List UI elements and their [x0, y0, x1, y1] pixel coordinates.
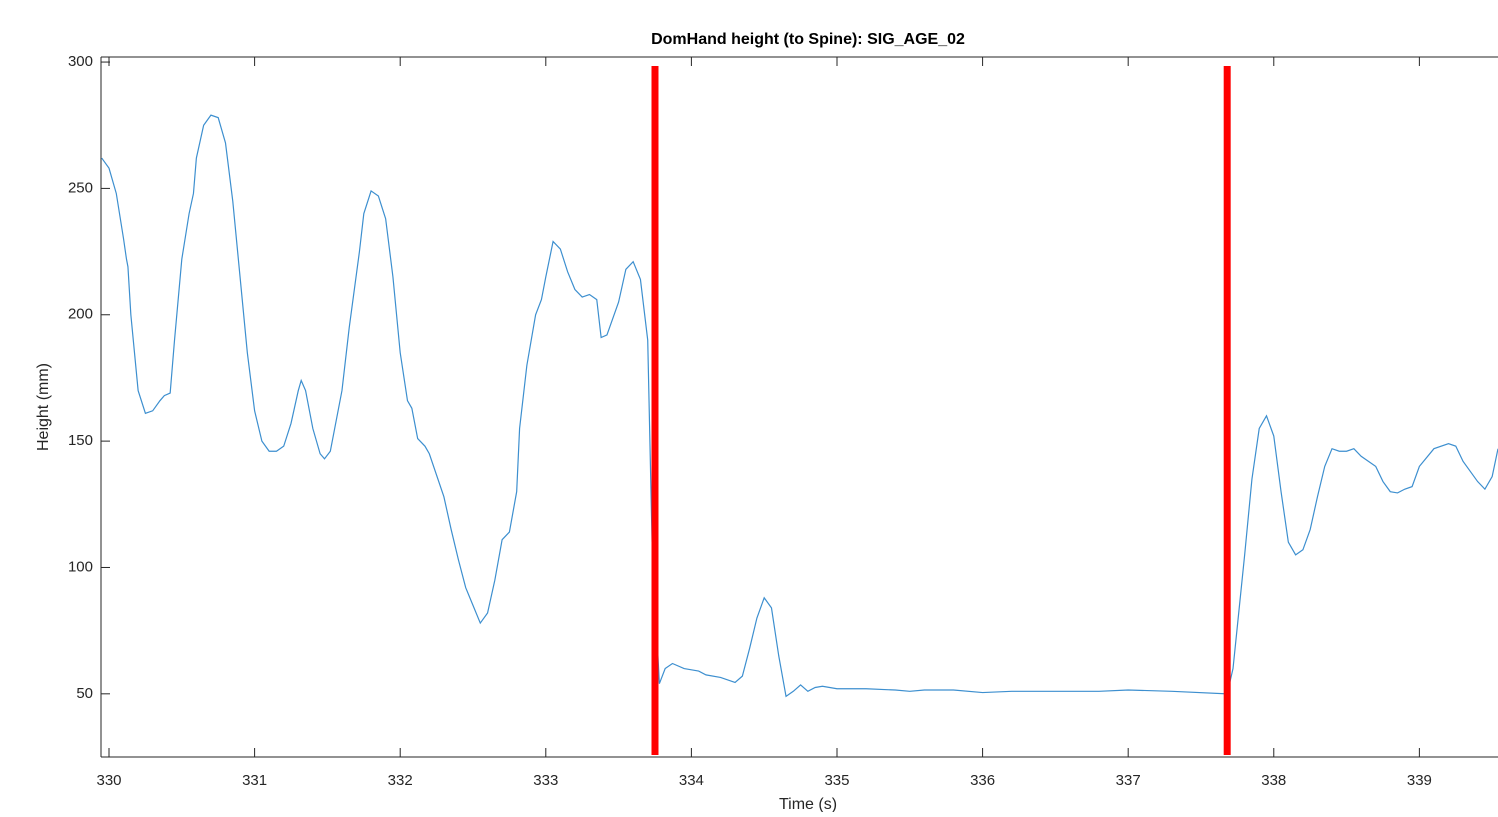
y-tick-label: 250: [68, 179, 93, 196]
x-tick-label: 339: [1407, 772, 1432, 789]
y-axis-label: Height (mm): [35, 363, 52, 451]
x-tick-label: 338: [1261, 772, 1286, 789]
x-tick-label: 331: [242, 772, 267, 789]
y-tick-label: 100: [68, 558, 93, 575]
chart-title: DomHand height (to Spine): SIG_AGE_02: [651, 31, 965, 48]
x-tick-label: 336: [970, 772, 995, 789]
y-tick-label: 200: [68, 306, 93, 323]
y-tick-label: 150: [68, 432, 93, 449]
x-tick-label: 337: [1116, 772, 1141, 789]
x-tick-label: 333: [533, 772, 558, 789]
x-tick-label: 335: [824, 772, 849, 789]
x-tick-label: 330: [96, 772, 121, 789]
y-tick-label: 50: [76, 685, 93, 702]
x-axis-label: Time (s): [779, 796, 837, 812]
y-tick-label: 300: [68, 53, 93, 70]
plot-area: [101, 66, 1498, 755]
data-line: [101, 114, 1498, 698]
x-tick-label: 334: [679, 772, 704, 789]
x-tick-label: 332: [388, 772, 413, 789]
